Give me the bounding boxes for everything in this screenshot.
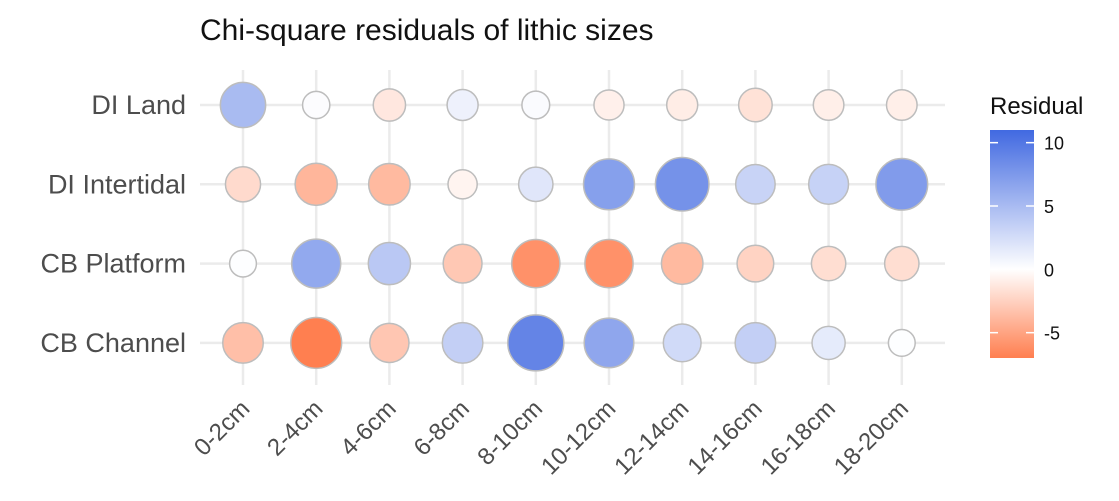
point-cb-platform-6-8cm	[442, 243, 483, 284]
x-label-10-12cm: 10-12cm	[536, 395, 621, 480]
point-cb-channel-0-2cm	[221, 321, 265, 364]
x-label-14-16cm: 14-16cm	[683, 395, 768, 480]
point-cb-channel-2-4cm	[289, 316, 343, 370]
legend-tick-label: -5	[1044, 324, 1060, 344]
point-cb-platform-8-10cm	[510, 238, 561, 289]
point-cb-channel-12-14cm	[662, 323, 702, 363]
point-cb-platform-2-4cm	[290, 238, 342, 289]
point-di-land-18-20cm	[885, 88, 918, 122]
point-di-land-10-12cm	[593, 89, 625, 121]
point-di-land-12-14cm	[665, 88, 699, 122]
point-cb-channel-18-20cm	[887, 328, 916, 358]
point-cb-platform-16-18cm	[810, 245, 847, 282]
points-layer	[219, 81, 929, 372]
point-cb-platform-14-16cm	[736, 244, 775, 283]
point-cb-channel-14-16cm	[734, 321, 777, 364]
point-di-intertidal-12-14cm	[654, 156, 710, 212]
x-label-12-14cm: 12-14cm	[609, 395, 694, 480]
point-cb-channel-10-12cm	[583, 317, 635, 369]
point-cb-channel-6-8cm	[441, 321, 484, 364]
point-di-intertidal-4-6cm	[367, 162, 411, 206]
point-di-land-2-4cm	[301, 90, 331, 120]
point-di-land-14-16cm	[737, 87, 773, 123]
point-cb-platform-4-6cm	[367, 241, 412, 286]
point-cb-platform-10-12cm	[584, 238, 634, 289]
color-legend: Residual 10 5 0 -5	[990, 93, 1083, 358]
point-di-intertidal-14-16cm	[734, 163, 776, 205]
legend-tick-label: 5	[1044, 197, 1054, 217]
point-di-intertidal-6-8cm	[447, 168, 478, 200]
y-label-cb-platform: CB Platform	[40, 249, 186, 279]
point-di-land-4-6cm	[372, 88, 407, 122]
point-cb-channel-8-10cm	[507, 314, 565, 372]
x-label-2-4cm: 2-4cm	[262, 395, 328, 461]
point-di-intertidal-10-12cm	[582, 158, 636, 211]
x-axis-labels: 0-2cm 2-4cm 4-6cm 6-8cm8-10cm10-12cm12-14cm…	[189, 395, 914, 480]
y-label-cb-channel: CB Channel	[40, 328, 186, 358]
legend-tick-label: 0	[1044, 260, 1054, 280]
x-label-4-6cm: 4-6cm	[335, 395, 401, 461]
legend-tick-label: 10	[1044, 134, 1064, 154]
point-di-intertidal-8-10cm	[517, 166, 554, 203]
point-cb-channel-16-18cm	[811, 325, 846, 361]
point-di-land-16-18cm	[812, 88, 845, 122]
y-axis-labels: DI Land DI Intertidal CB Platform CB Channe…	[40, 90, 186, 358]
point-di-intertidal-16-18cm	[807, 163, 850, 205]
legend-ticks: 10 5 0 -5	[990, 134, 1064, 344]
point-di-intertidal-18-20cm	[875, 157, 929, 211]
legend-title: Residual	[990, 93, 1083, 120]
y-label-di-intertidal: DI Intertidal	[48, 169, 186, 199]
point-cb-channel-4-6cm	[369, 322, 410, 364]
y-label-di-land: DI Land	[91, 90, 186, 120]
x-label-18-20cm: 18-20cm	[829, 395, 914, 480]
x-label-16-18cm: 16-18cm	[756, 395, 841, 480]
point-di-land-0-2cm	[219, 81, 267, 129]
point-cb-platform-18-20cm	[883, 245, 920, 282]
chart-title: Chi-square residuals of lithic sizes	[200, 14, 654, 47]
point-di-land-8-10cm	[521, 90, 551, 120]
x-label-0-2cm: 0-2cm	[189, 395, 255, 461]
point-di-land-6-8cm	[446, 88, 479, 122]
point-di-intertidal-0-2cm	[224, 165, 262, 203]
x-label-6-8cm: 6-8cm	[409, 395, 475, 461]
point-cb-platform-12-14cm	[660, 242, 704, 286]
legend-colorbar	[990, 130, 1034, 358]
point-cb-platform-0-2cm	[228, 249, 258, 278]
point-di-intertidal-2-4cm	[294, 162, 339, 207]
